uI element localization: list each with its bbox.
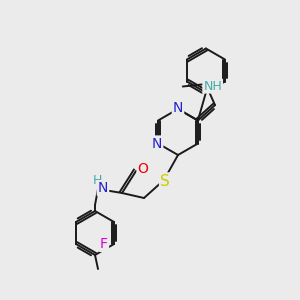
Text: F: F (100, 237, 108, 251)
Text: H: H (92, 175, 102, 188)
Text: N: N (98, 181, 108, 195)
Text: O: O (138, 162, 148, 176)
Text: NH: NH (203, 80, 222, 93)
Text: S: S (160, 173, 170, 188)
Text: N: N (152, 136, 162, 151)
Text: N: N (173, 101, 183, 115)
